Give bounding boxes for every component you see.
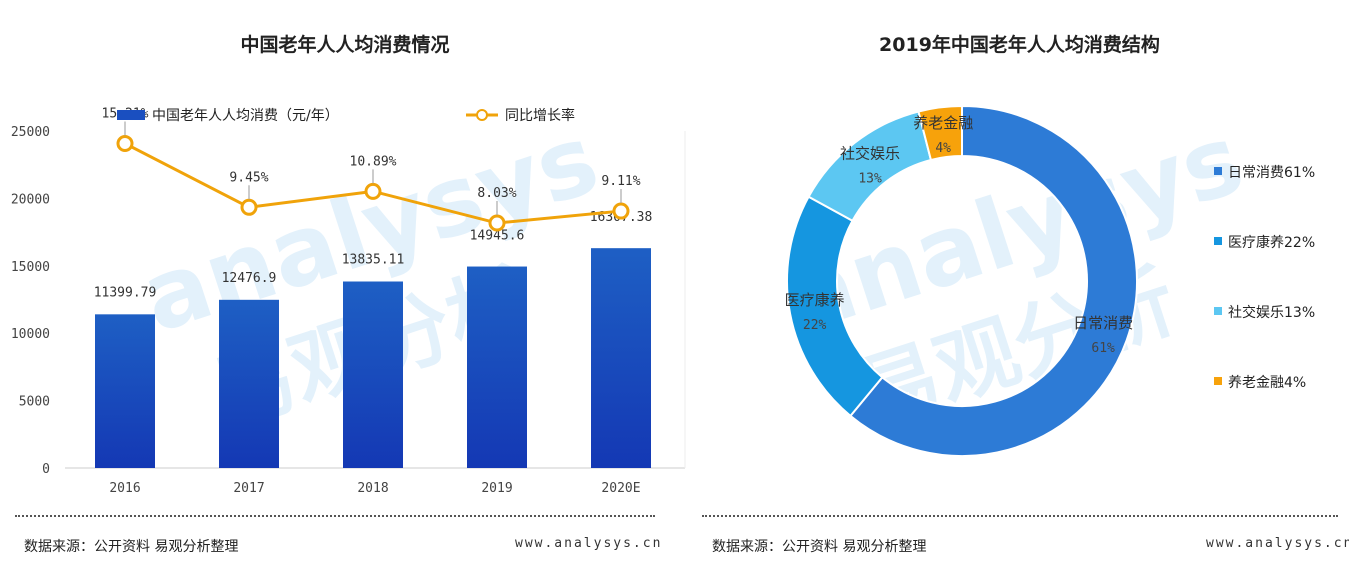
left-footer-divider bbox=[15, 515, 655, 517]
y-tick-label: 15000 bbox=[11, 260, 50, 275]
legend-line-label: 同比增长率 bbox=[505, 107, 575, 124]
legend-label: 日常消费61% bbox=[1228, 165, 1315, 181]
bar-value-label: 14945.6 bbox=[470, 229, 525, 244]
bar-line-chart: analysys易观分析0500010000150002000025000201… bbox=[11, 103, 686, 496]
donut-slice-name: 医疗康养 bbox=[785, 291, 845, 309]
donut-slice-name: 日常消费 bbox=[1073, 314, 1133, 332]
right-chart-title: 2019年中国老年人人均消费结构 bbox=[879, 34, 1160, 56]
left-footer-url: www.analysys.cn bbox=[515, 536, 663, 551]
donut-slice-日常消费 bbox=[849, 104, 1138, 457]
right-footer-source: 数据来源：公开资料 易观分析整理 bbox=[712, 539, 927, 555]
bar-value-label: 11399.79 bbox=[94, 285, 157, 300]
donut-slice-养老金融 bbox=[917, 104, 963, 162]
x-tick-label: 2020E bbox=[601, 481, 640, 496]
growth-rate-label: 8.03% bbox=[477, 186, 516, 201]
y-tick-label: 20000 bbox=[11, 192, 50, 207]
x-tick-label: 2019 bbox=[481, 481, 512, 496]
legend-label: 社交娱乐13% bbox=[1228, 304, 1315, 321]
donut-slice-pct: 61% bbox=[1091, 341, 1115, 356]
x-tick-label: 2018 bbox=[357, 481, 388, 496]
growth-rate-point bbox=[612, 202, 630, 220]
bar-value-label: 13835.11 bbox=[342, 253, 405, 268]
y-tick-label: 10000 bbox=[11, 327, 50, 342]
legend-swatch bbox=[1214, 377, 1222, 385]
right-footer-divider bbox=[702, 515, 1338, 517]
right-footer-url: www.analysys.cn bbox=[1206, 536, 1349, 551]
legend-line-marker bbox=[476, 109, 488, 121]
bar-chart-legend: 中国老年人人均消费（元/年） 同比增长率 bbox=[117, 107, 575, 124]
growth-rate-point bbox=[116, 134, 134, 152]
growth-rate-label: 9.11% bbox=[601, 174, 640, 189]
growth-rate-point bbox=[364, 182, 382, 200]
legend-swatch bbox=[1214, 237, 1222, 245]
left-chart-title: 中国老年人人均消费情况 bbox=[240, 34, 450, 56]
x-tick-label: 2017 bbox=[233, 481, 264, 496]
right-chart-panel: 2019年中国老年人人均消费结构 analysys 易观分析 日常消费 61% 医疗康养… bbox=[690, 0, 1349, 565]
x-tick-label: 2016 bbox=[109, 481, 140, 496]
donut-chart: analysys易观分析日常消费61%医疗康养22%社交娱乐13%养老金融4%日… bbox=[774, 103, 1315, 457]
donut-slice-name: 养老金融 bbox=[913, 114, 973, 132]
growth-rate-label: 9.45% bbox=[229, 170, 268, 185]
bar-2019 bbox=[467, 266, 527, 468]
legend-swatch bbox=[1214, 307, 1222, 315]
left-footer-source: 数据来源：公开资料 易观分析整理 bbox=[24, 539, 239, 555]
donut-slice-name: 社交娱乐 bbox=[840, 144, 900, 162]
bar-2017 bbox=[219, 299, 279, 468]
bar-2018 bbox=[343, 281, 403, 468]
donut-legend: 日常消费61% 医疗康养22% 社交娱乐13% 养老金融4% bbox=[1214, 165, 1315, 391]
donut-slice-pct: 13% bbox=[858, 171, 882, 186]
donut-slice-pct: 4% bbox=[935, 141, 951, 156]
y-tick-label: 25000 bbox=[11, 125, 50, 140]
legend-label: 医疗康养22% bbox=[1228, 234, 1315, 251]
bar-2020E bbox=[591, 248, 651, 468]
y-tick-label: 5000 bbox=[19, 395, 50, 410]
growth-rate-label: 10.89% bbox=[350, 154, 397, 169]
growth-rate-point bbox=[488, 214, 506, 232]
donut-slice-pct: 22% bbox=[803, 318, 827, 333]
legend-bar-swatch bbox=[117, 110, 145, 120]
y-tick-label: 0 bbox=[42, 462, 50, 477]
legend-swatch bbox=[1214, 167, 1222, 175]
growth-rate-point bbox=[240, 198, 258, 216]
bar-2016 bbox=[95, 314, 155, 468]
left-chart-panel: 中国老年人人均消费情况 analysys易观分析0500010000150002… bbox=[11, 34, 686, 555]
legend-bar-label: 中国老年人人均消费（元/年） bbox=[152, 108, 339, 124]
legend-label: 养老金融4% bbox=[1228, 375, 1306, 391]
bar-value-label: 12476.9 bbox=[222, 271, 277, 286]
